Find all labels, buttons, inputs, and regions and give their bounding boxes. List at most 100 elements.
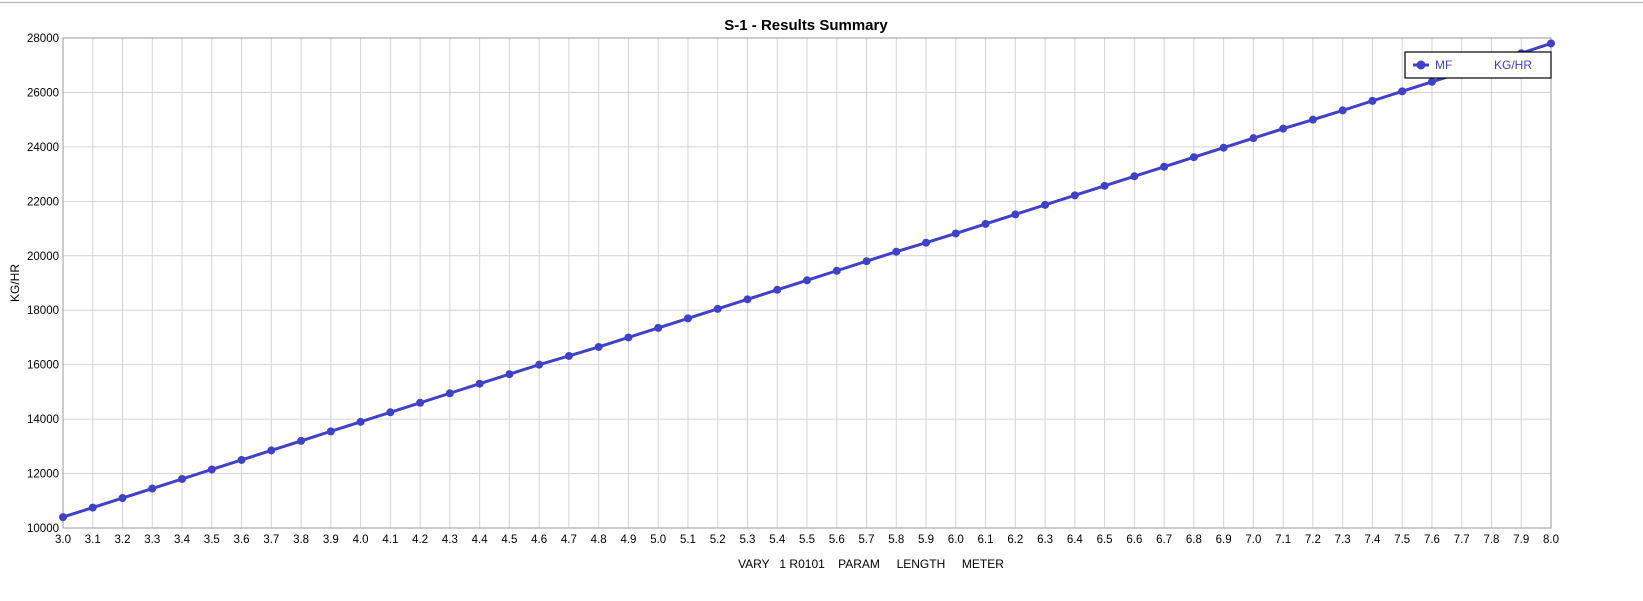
legend-box <box>1404 51 1552 79</box>
x-tick-label: 7.1 <box>1275 534 1291 546</box>
data-point[interactable] <box>267 446 276 455</box>
x-tick-label: 4.9 <box>620 534 636 546</box>
x-tick-label: 3.5 <box>204 534 220 546</box>
data-point[interactable] <box>1219 143 1228 152</box>
data-point[interactable] <box>803 276 811 285</box>
x-axis-ticks: 3.0 3.1 3.2 3.3 3.4 3.5 3.6 3.7 3.8 3.9 4.0 4.1 4.2 4… <box>55 534 1559 546</box>
data-point[interactable] <box>505 370 514 379</box>
data-point[interactable] <box>951 229 960 238</box>
x-tick-label: 3.2 <box>115 534 131 546</box>
data-point[interactable] <box>892 247 901 256</box>
x-tick-label: 4.5 <box>501 534 517 546</box>
data-point[interactable] <box>1189 153 1198 162</box>
x-tick-label: 4.6 <box>531 534 547 546</box>
data-point[interactable] <box>773 285 782 294</box>
x-tick-label: 4.2 <box>412 534 428 546</box>
x-tick-label: 6.9 <box>1216 534 1232 546</box>
data-point[interactable] <box>386 408 395 417</box>
data-point[interactable] <box>654 323 663 332</box>
window-top-border <box>0 2 1643 3</box>
x-tick-label: 7.6 <box>1424 534 1440 546</box>
y-axis-ticks: 10000 12000 14000 16000 18000 20000 22000 24000… <box>27 33 59 535</box>
data-point[interactable] <box>1547 39 1555 48</box>
data-point[interactable] <box>297 436 306 445</box>
x-tick-label: 5.7 <box>859 534 875 546</box>
legend-series-name: MF <box>1435 58 1452 72</box>
data-point[interactable] <box>1100 181 1109 190</box>
legend-series-unit: KG/HR <box>1494 58 1532 72</box>
x-tick-label: 3.9 <box>323 534 339 546</box>
x-tick-label: 6.4 <box>1067 534 1084 546</box>
x-axis-label: VARY 1 R0101 PARAM LENGTH METER <box>738 557 1004 571</box>
x-tick-label: 5.0 <box>650 534 666 546</box>
data-point[interactable] <box>1160 162 1169 171</box>
data-point[interactable] <box>178 475 187 483</box>
data-point[interactable] <box>1427 77 1436 86</box>
data-point[interactable] <box>1338 106 1347 115</box>
x-tick-label: 4.8 <box>591 534 607 546</box>
data-point[interactable] <box>922 238 931 247</box>
x-tick-label: 4.0 <box>353 534 369 546</box>
x-tick-label: 4.1 <box>382 534 398 546</box>
data-point[interactable] <box>1398 87 1407 96</box>
data-point[interactable] <box>862 257 871 266</box>
y-axis-label: KG/HR <box>8 264 22 302</box>
data-point[interactable] <box>475 379 484 388</box>
legend[interactable]: MF KG/HR <box>1404 51 1552 79</box>
x-tick-label: 7.0 <box>1245 534 1261 546</box>
y-tick-label: 20000 <box>27 251 59 263</box>
data-point[interactable] <box>118 494 127 503</box>
x-tick-label: 7.3 <box>1335 534 1351 546</box>
x-tick-label: 6.5 <box>1097 534 1113 546</box>
y-tick-label: 16000 <box>27 360 59 372</box>
data-point[interactable] <box>1279 124 1288 133</box>
x-tick-label: 7.7 <box>1454 534 1470 546</box>
data-point[interactable] <box>356 417 365 426</box>
data-point[interactable] <box>683 314 692 323</box>
data-point[interactable] <box>713 304 722 313</box>
data-point[interactable] <box>59 513 67 522</box>
data-point[interactable] <box>1011 210 1020 219</box>
x-tick-label: 5.5 <box>799 534 815 546</box>
data-point[interactable] <box>832 266 841 275</box>
data-point[interactable] <box>1249 134 1258 143</box>
data-point[interactable] <box>148 484 157 493</box>
data-point[interactable] <box>624 333 633 342</box>
x-tick-label: 6.0 <box>948 534 964 546</box>
x-tick-label: 5.8 <box>888 534 904 546</box>
data-point[interactable] <box>1041 200 1050 209</box>
chart-title: S-1 - Results Summary <box>724 17 888 34</box>
y-tick-label: 24000 <box>27 142 59 154</box>
x-tick-label: 4.4 <box>472 534 489 546</box>
data-point[interactable] <box>1368 96 1377 105</box>
x-tick-label: 7.2 <box>1305 534 1321 546</box>
data-point[interactable] <box>564 351 573 360</box>
x-tick-label: 6.6 <box>1126 534 1142 546</box>
y-tick-label: 26000 <box>27 87 59 99</box>
x-tick-label: 6.8 <box>1186 534 1202 546</box>
data-point[interactable] <box>981 219 990 228</box>
data-point[interactable] <box>1070 191 1079 200</box>
data-point[interactable] <box>326 427 335 436</box>
data-point[interactable] <box>416 398 425 407</box>
y-tick-label: 12000 <box>27 469 59 481</box>
data-point[interactable] <box>237 455 246 464</box>
x-tick-label: 3.0 <box>55 534 71 546</box>
data-point[interactable] <box>1308 115 1317 124</box>
plot-area <box>62 37 1552 529</box>
x-tick-label: 5.1 <box>680 534 696 546</box>
x-tick-label: 3.3 <box>144 534 160 546</box>
data-point[interactable] <box>743 295 752 304</box>
data-point[interactable] <box>1130 172 1139 181</box>
data-point[interactable] <box>535 360 544 369</box>
x-tick-label: 5.6 <box>829 534 845 546</box>
data-point[interactable] <box>88 503 97 512</box>
data-point[interactable] <box>594 342 603 351</box>
x-tick-label: 7.5 <box>1394 534 1410 546</box>
y-tick-label: 22000 <box>27 196 59 208</box>
x-tick-label: 5.2 <box>710 534 726 546</box>
x-tick-label: 5.3 <box>739 534 755 546</box>
data-point[interactable] <box>207 465 216 474</box>
data-point[interactable] <box>445 389 454 398</box>
